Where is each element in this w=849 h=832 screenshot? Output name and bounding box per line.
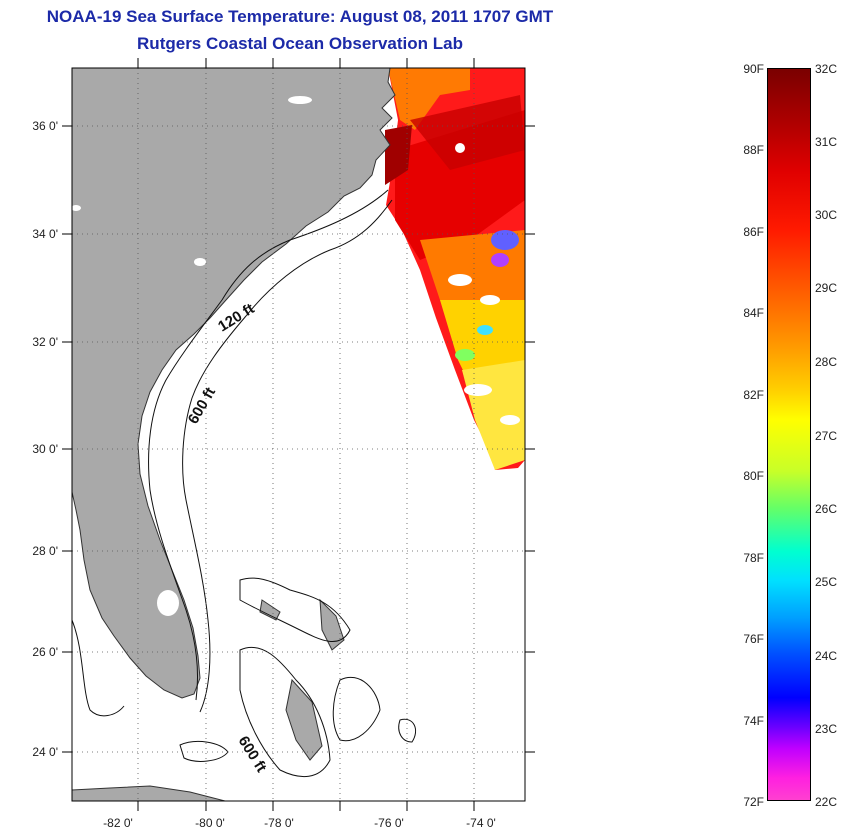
colorbar-c-label: 32C: [815, 62, 838, 76]
lat-label: 28 0': [32, 544, 58, 558]
colorbar-f-label: 80F: [743, 469, 764, 483]
lon-label: -78 0': [264, 816, 294, 830]
graticule: [72, 68, 525, 801]
lakes: [72, 96, 312, 616]
map-subtitle: Rutgers Coastal Ocean Observation Lab: [137, 34, 463, 53]
colorbar-f-label: 76F: [743, 632, 764, 646]
colorbar-f-label: 72F: [743, 795, 764, 809]
map-title: NOAA-19 Sea Surface Temperature: August …: [46, 7, 554, 26]
lat-label: 36 0': [32, 119, 58, 133]
contour-label-600ft-south: 600 ft: [235, 733, 270, 775]
temperature-colorbar: [767, 68, 811, 801]
colorbar-f-label: 88F: [743, 143, 764, 157]
colorbar-c-label: 23C: [815, 722, 838, 736]
colorbar-c-label: 26C: [815, 502, 838, 516]
lat-label: 34 0': [32, 227, 58, 241]
lat-label: 26 0': [32, 645, 58, 659]
colorbar-f-label: 82F: [743, 388, 764, 402]
colorbar-c-label: 30C: [815, 208, 838, 222]
tick-marks: [62, 58, 535, 811]
lon-label: -80 0': [195, 816, 225, 830]
lat-label: 24 0': [32, 745, 58, 759]
colorbar-c-label: 28C: [815, 355, 838, 369]
colorbar-f-label: 74F: [743, 714, 764, 728]
lon-label: -74 0': [466, 816, 496, 830]
colorbar-f-label: 86F: [743, 225, 764, 239]
colorbar-c-label: 31C: [815, 135, 838, 149]
depth-contours: [72, 189, 416, 778]
colorbar-c-label: 24C: [815, 649, 838, 663]
lon-label: -82 0': [103, 816, 133, 830]
land-us-southeast: [72, 68, 396, 699]
colorbar-c-label: 27C: [815, 429, 838, 443]
map-frame: [71, 67, 526, 802]
sst-swath: [385, 68, 525, 470]
colorbar-f-label: 90F: [743, 62, 764, 76]
land-cuba: [72, 785, 226, 801]
colorbar-c-label: 25C: [815, 575, 838, 589]
lat-label: 30 0': [32, 442, 58, 456]
lat-label: 32 0': [32, 335, 58, 349]
colorbar-f-label: 78F: [743, 551, 764, 565]
lon-label: -76 0': [374, 816, 404, 830]
colorbar-c-label: 29C: [815, 281, 838, 295]
colorbar-c-label: 22C: [815, 795, 838, 809]
land-bahamas: [259, 598, 345, 761]
colorbar-f-label: 84F: [743, 306, 764, 320]
